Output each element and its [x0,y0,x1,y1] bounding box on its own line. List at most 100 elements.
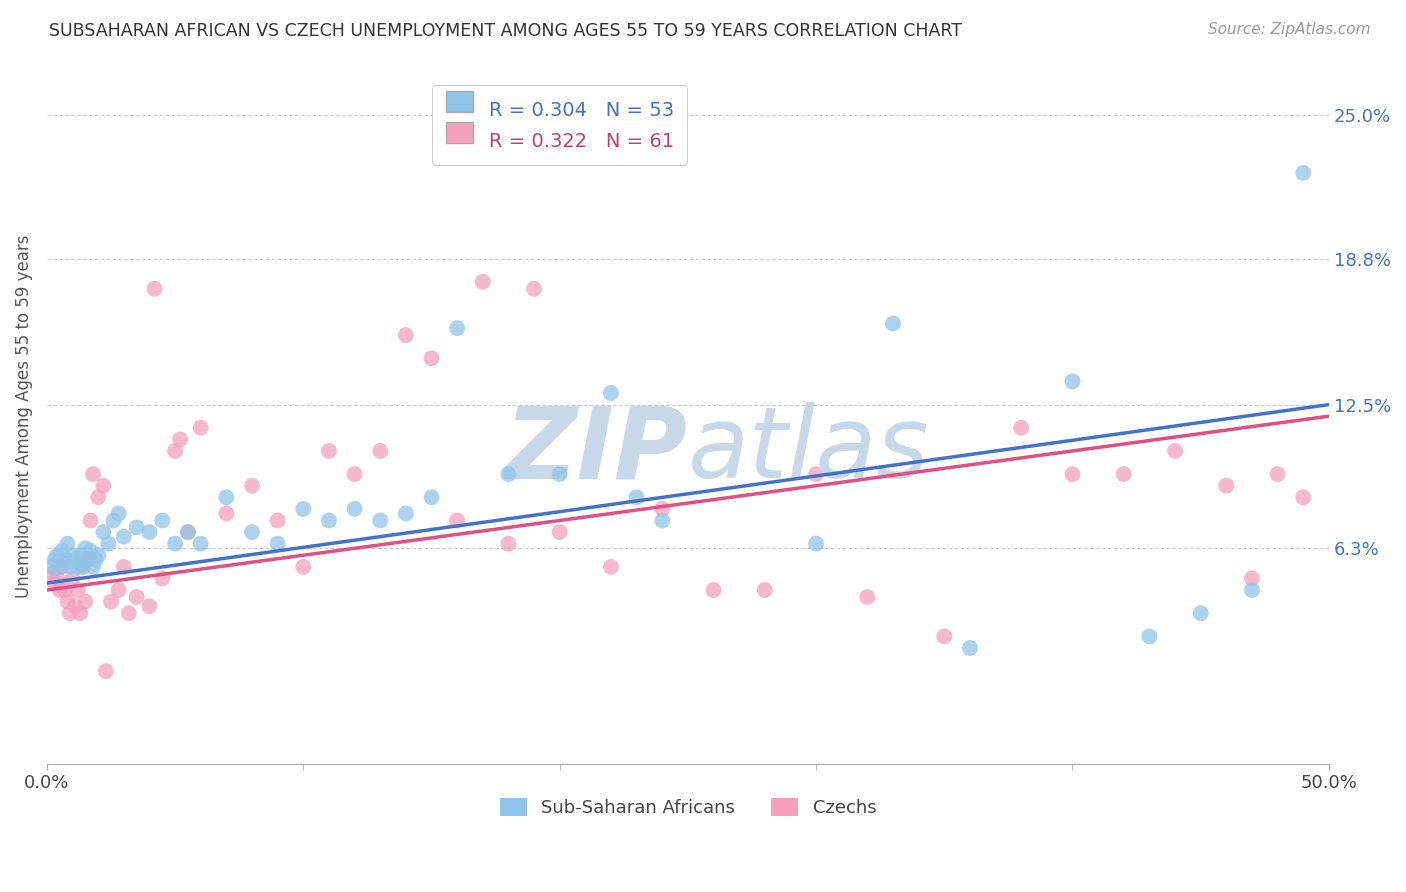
Point [82,559,104,574]
Point [343,467,366,482]
Point [112,559,135,574]
Y-axis label: Unemployment Among Ages 55 to 59 years: Unemployment Among Ages 55 to 59 years [15,235,32,598]
Point [79,543,101,558]
Point [651,501,673,516]
Point [498,467,520,482]
Point [702,582,724,597]
Point [318,444,340,458]
Point [1062,375,1084,389]
Point [177,524,200,539]
Point [215,491,238,505]
Point [118,606,141,620]
Point [395,507,418,521]
Point [292,559,315,574]
Point [62,548,84,562]
Point [446,321,468,335]
Point [292,501,315,516]
Point [165,536,187,550]
Point [169,433,191,447]
Point [548,467,571,482]
Point [138,524,160,539]
Point [1139,629,1161,643]
Point [804,536,827,550]
Point [1010,421,1032,435]
Point [69,548,91,562]
Point [651,513,673,527]
Point [240,524,263,539]
Point [420,351,443,366]
Point [69,606,91,620]
Point [1240,582,1263,597]
Point [1189,606,1212,620]
Point [754,582,776,597]
Point [66,559,89,574]
Point [143,282,166,296]
Point [41,559,63,574]
Point [368,444,391,458]
Point [882,317,904,331]
Point [59,606,82,620]
Point [1062,467,1084,482]
Point [94,664,117,678]
Point [48,582,70,597]
Point [523,282,546,296]
Point [103,513,125,527]
Point [368,513,391,527]
Point [395,328,418,343]
Point [266,513,288,527]
Point [343,501,366,516]
Point [44,576,66,591]
Point [138,599,160,614]
Point [1112,467,1135,482]
Point [63,599,86,614]
Point [150,513,173,527]
Point [804,467,827,482]
Point [600,386,623,401]
Point [420,491,443,505]
Point [75,541,97,556]
Point [112,530,135,544]
Point [1292,491,1315,505]
Point [240,479,263,493]
Point [62,571,84,585]
Text: ZIP: ZIP [505,402,688,500]
Point [548,524,571,539]
Point [82,467,104,482]
Point [44,553,66,567]
Point [177,524,200,539]
Point [107,507,129,521]
Text: Source: ZipAtlas.com: Source: ZipAtlas.com [1208,22,1371,37]
Point [46,548,69,562]
Point [1240,571,1263,585]
Point [1164,444,1187,458]
Point [190,421,212,435]
Point [215,507,238,521]
Point [87,548,110,562]
Point [51,543,73,558]
Point [600,559,623,574]
Point [51,559,73,574]
Point [446,513,468,527]
Point [48,559,70,574]
Point [46,571,69,585]
Point [959,640,981,655]
Point [1267,467,1289,482]
Point [150,571,173,585]
Legend: Sub-Saharan Africans, Czechs: Sub-Saharan Africans, Czechs [492,790,883,824]
Point [165,444,187,458]
Point [77,553,100,567]
Point [87,491,110,505]
Point [66,582,89,597]
Point [84,553,107,567]
Point [59,559,82,574]
Point [471,275,494,289]
Point [498,536,520,550]
Point [97,536,120,550]
Point [1215,479,1237,493]
Point [266,536,288,550]
Point [91,479,114,493]
Point [107,582,129,597]
Point [934,629,956,643]
Point [41,566,63,581]
Text: atlas: atlas [688,402,929,500]
